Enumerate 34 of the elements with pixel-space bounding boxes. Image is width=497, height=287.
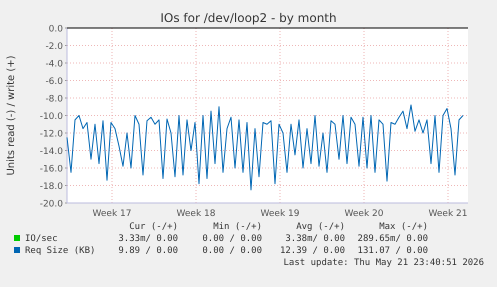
text: 12.39 / 0.00 [280,246,345,256]
text: Avg (-/+) [296,222,345,232]
text: 0.00 / 0.00 [202,234,262,244]
line-series [66,104,464,190]
text: 3.38m/ 0.00 [285,234,345,244]
y-tick-label: -12.0 [40,130,64,140]
y-tick-label: 0.0 [48,24,64,34]
text: Max (-/+) [379,222,428,232]
y-tick-label: -16.0 [40,164,64,174]
y-axis-title: Units read (-) / write (+) [6,55,17,176]
y-tick-label: -14.0 [40,147,64,157]
text: 0.00 / 0.00 [202,246,262,256]
text: 3.33m/ 0.00 [118,234,178,244]
y-tick-label: -10.0 [40,112,64,122]
text: Cur (-/+) [129,222,178,232]
x-tick-label: Week 17 [92,209,132,219]
x-tick-label: Week 19 [260,209,300,219]
text: Last update: Thu May 21 23:40:51 2026 [284,258,484,268]
text: 289.65m/ 0.00 [358,234,428,244]
text: Min (-/+) [213,222,262,232]
x-tick-label: Week 18 [176,209,216,219]
legend-label: IO/sec [25,234,58,244]
y-tick-label: -8.0 [45,94,64,104]
y-tick-label: -20.0 [40,200,64,210]
legend-label: Req Size (KB) [25,246,96,256]
text: 9.89 / 0.00 [118,246,178,256]
text: 131.07 / 0.00 [358,246,428,256]
x-tick-label: Week 20 [344,209,384,219]
y-tick-label: -18.0 [40,182,64,192]
x-tick-label: Week 21 [428,209,468,219]
y-tick-label: -4.0 [45,60,64,70]
y-tick-label: -6.0 [45,77,64,87]
y-tick-label: -2.0 [45,42,64,52]
chart-title: IOs for /dev/loop2 - by month [160,11,337,25]
